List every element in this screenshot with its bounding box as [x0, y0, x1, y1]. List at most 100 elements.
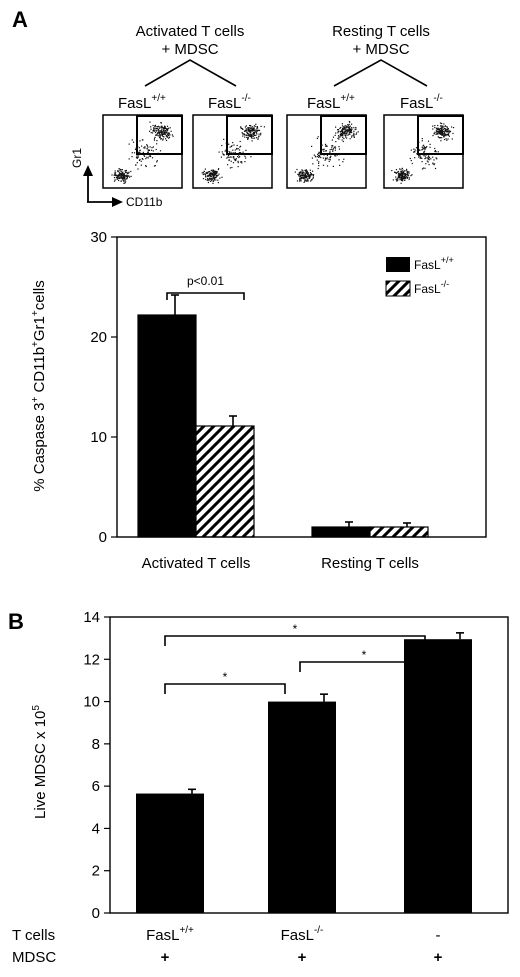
flow-event-dot [218, 168, 220, 170]
flow-event-dot [115, 176, 118, 178]
flow-event-dot [158, 129, 160, 131]
flow-event-dot [114, 179, 116, 181]
flow-event-dot [211, 172, 213, 174]
chart-live-mdsc: Live MDSC x 105 0 2 4 6 8 10 12 14 * * * [31, 609, 509, 922]
flow-event-dot [136, 157, 138, 159]
flow-event-dot [351, 123, 353, 125]
row-label-t-cells: T cells [12, 927, 55, 944]
flow-event-dot [395, 172, 397, 174]
flow-event-dot [154, 124, 156, 126]
flow-event-dot [317, 167, 319, 170]
flow-event-dot [248, 127, 250, 129]
flow-event-dot [237, 148, 239, 150]
flow-event-dot [438, 130, 440, 132]
flow-event-dot [211, 173, 213, 175]
flow-event-dot [156, 134, 158, 136]
flow-event-dot [426, 146, 428, 148]
flow-event-dot [306, 171, 308, 173]
flow-event-dot [164, 131, 166, 133]
flow-event-dot [344, 129, 346, 131]
flow-event-dot [125, 175, 127, 177]
condition-table: T cells MDSC FasL+/+ FasL-/- - + + + [12, 925, 443, 966]
flow-event-dot [253, 137, 256, 139]
flow-event-dot [125, 170, 127, 172]
flow-event-dot [135, 148, 137, 150]
flow-event-dot [406, 171, 409, 173]
flow-event-dot [401, 180, 404, 182]
flow-event-dot [122, 172, 124, 174]
flow-event-dot [159, 127, 161, 129]
flow-event-dot [136, 143, 138, 145]
flow-event-dot [162, 132, 164, 134]
flow-event-dot [397, 179, 399, 181]
flow-event-dot [120, 169, 122, 171]
flow-event-dot [302, 173, 304, 175]
flow-event-dot [205, 174, 207, 176]
flow-event-dot [123, 180, 125, 182]
flow-event-dot [241, 128, 244, 130]
flow-event-dot [120, 173, 122, 175]
flow-event-dot [145, 165, 147, 168]
flow-event-dot [346, 130, 348, 132]
flow-event-dot [334, 155, 336, 157]
flow-event-dot [341, 132, 343, 134]
group-bracket-resting [333, 59, 428, 87]
flow-event-dot [163, 130, 165, 132]
flow-event-dot [157, 126, 159, 128]
flow-event-dot [143, 155, 146, 157]
flow-event-dot [448, 130, 450, 132]
flow-event-dot [124, 173, 126, 175]
flow-event-dot [122, 176, 124, 178]
legend-swatch-fasl-wt [386, 257, 410, 272]
flow-event-dot [226, 147, 228, 149]
flow-event-dot [343, 127, 345, 129]
flow-event-dot [435, 133, 437, 135]
flow-event-dot [222, 153, 224, 155]
flow-event-dot [340, 133, 342, 135]
flow-event-dot [304, 173, 307, 175]
flow-event-dot [400, 178, 402, 180]
flow-event-dot [346, 129, 348, 131]
flow-event-dot [162, 129, 165, 131]
flow-event-dot [207, 172, 209, 174]
flow-event-dot [442, 134, 444, 136]
flow-event-dot [118, 172, 120, 174]
flow-event-dot [243, 154, 246, 156]
flow-event-dot [152, 124, 154, 127]
flow-event-dot [447, 131, 449, 133]
flow-event-dot [138, 147, 140, 149]
flow-event-dot [298, 171, 300, 173]
flow-event-dot [348, 123, 350, 125]
flow-event-dot [322, 148, 324, 150]
legend: FasL+/+ FasL-/- [385, 255, 454, 297]
flow-genotype-label: FasL+/+ [307, 93, 355, 112]
flow-event-dot [402, 172, 404, 174]
flow-event-dot [334, 146, 336, 148]
flow-event-dot [321, 144, 323, 147]
flow-event-dot [248, 129, 250, 131]
flow-event-dot [158, 137, 161, 139]
flow-event-dot [441, 133, 443, 135]
flow-event-dot [124, 177, 126, 179]
flow-event-dot [212, 180, 214, 182]
flow-event-dot [445, 135, 447, 137]
flow-event-dot [246, 133, 248, 135]
flow-event-dot [227, 142, 229, 144]
flow-event-dot [434, 127, 436, 129]
flow-event-dot [447, 130, 449, 132]
flow-event-dot [400, 173, 402, 175]
flow-event-dot [334, 153, 336, 155]
flow-event-dot [401, 173, 403, 175]
flow-event-dot [353, 127, 355, 129]
flow-event-dot [160, 126, 162, 128]
flow-event-dot [123, 172, 125, 175]
flow-event-dot [311, 157, 313, 159]
flow-event-dot [122, 178, 124, 180]
flow-event-dot [339, 136, 341, 138]
flow-event-dot [206, 179, 208, 181]
flow-event-dot [446, 130, 448, 133]
flow-event-dot [399, 168, 401, 170]
flow-event-dot [227, 153, 229, 155]
flow-event-dot [415, 147, 418, 149]
flow-event-dot [251, 129, 253, 131]
